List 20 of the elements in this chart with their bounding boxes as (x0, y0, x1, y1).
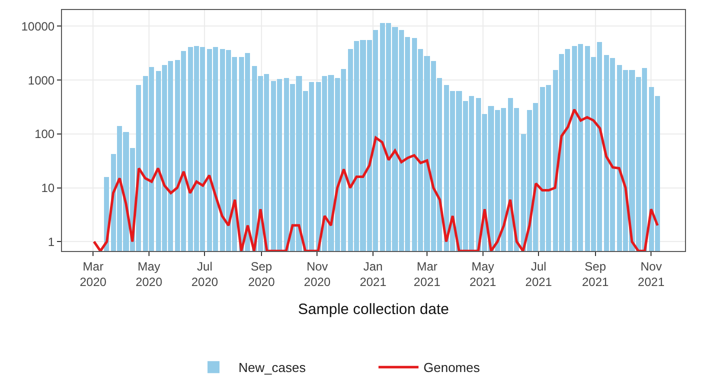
y-tick-label: 1 (48, 234, 55, 249)
x-tick-label: Mar 2020 (80, 259, 107, 289)
x-tick-label: Mar 2021 (414, 259, 441, 289)
x-tick-label: Sep 2021 (582, 259, 610, 289)
legend-label: Genomes (424, 360, 480, 376)
y-tick-label: 10 (41, 180, 55, 195)
x-tick-label: Jul 2020 (191, 259, 218, 289)
x-tick-label: Nov 2021 (638, 259, 665, 289)
x-axis-title: Sample collection date (298, 301, 449, 318)
x-tick-label: Jan 2021 (360, 259, 387, 289)
x-tick-label: May 2021 (469, 259, 496, 289)
y-tick-label: 1000 (28, 73, 55, 88)
y-tick-label: 100 (34, 127, 55, 142)
line-series (92, 108, 659, 251)
x-tick-label: Jul 2021 (525, 259, 552, 289)
x-tick-label: May 2020 (136, 259, 163, 289)
x-tick-label: Sep 2020 (248, 259, 276, 289)
y-tick-label: 10000 (21, 19, 55, 34)
x-tick-label: Nov 2020 (304, 259, 331, 289)
legend-label: New_cases (238, 360, 306, 376)
